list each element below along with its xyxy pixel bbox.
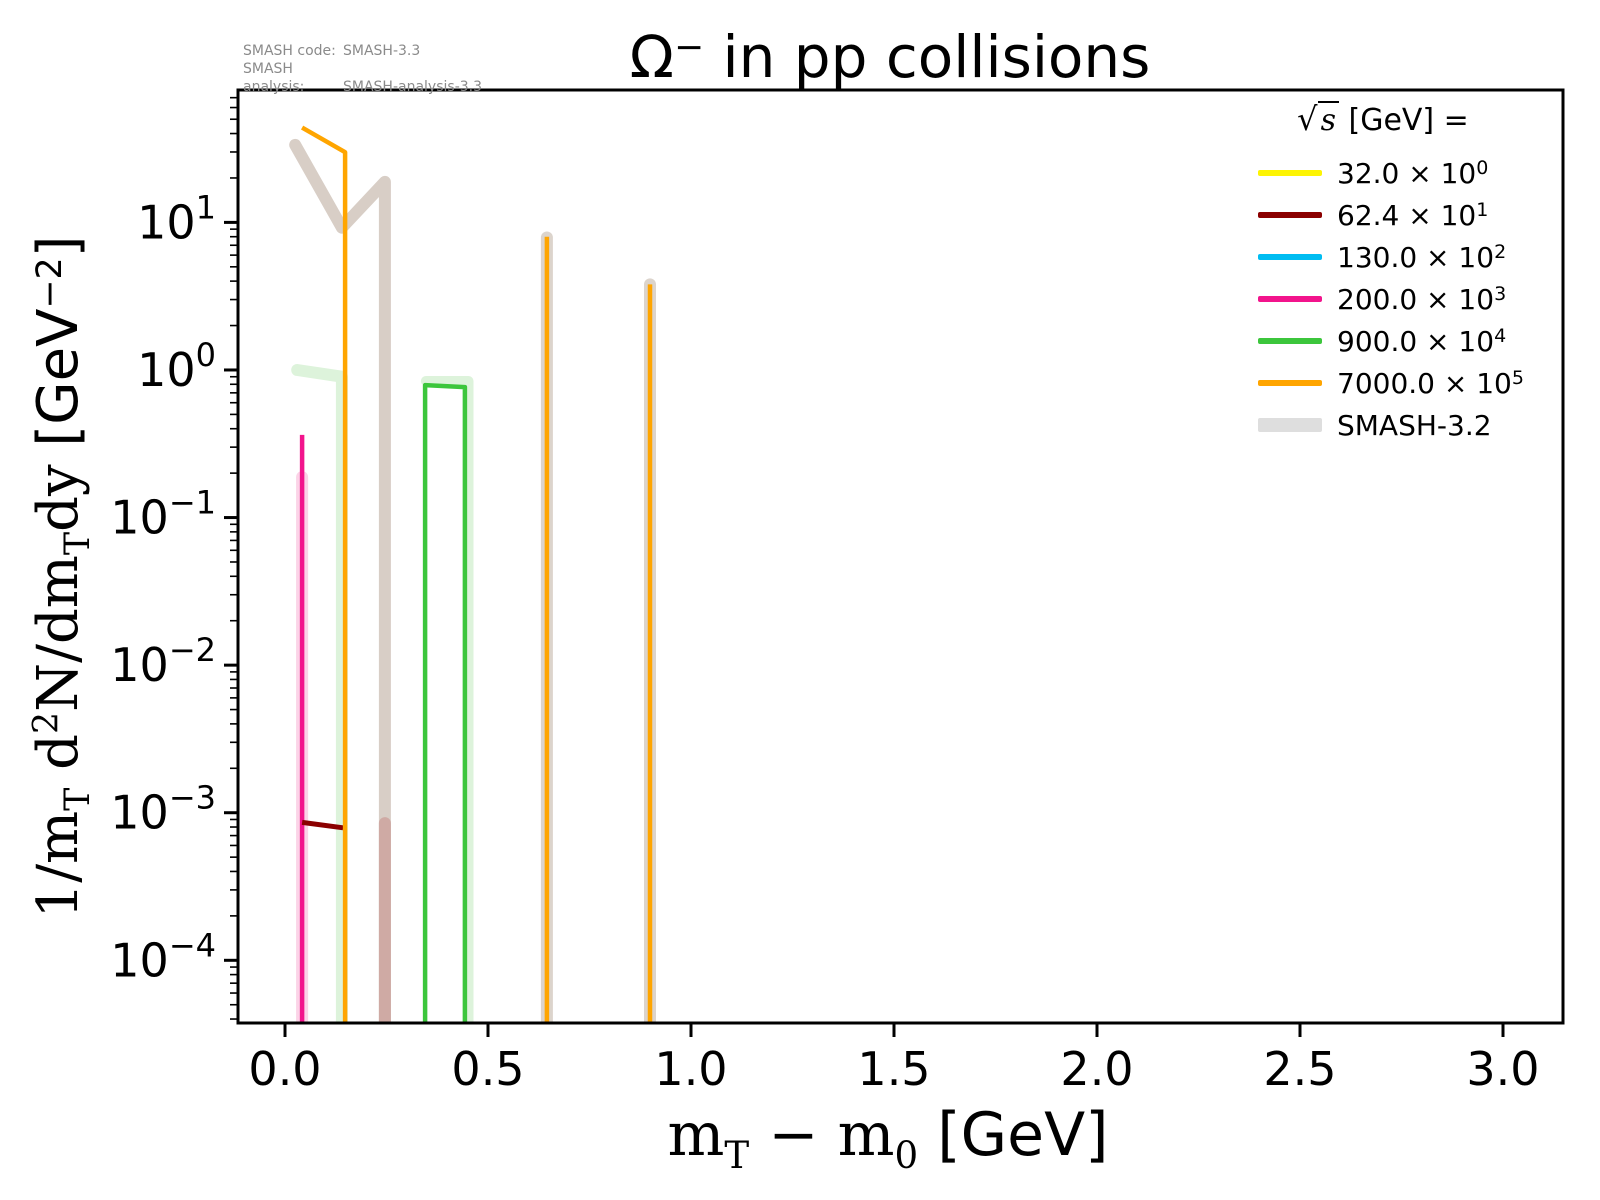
smash-code-label: SMASH code: <box>243 43 336 59</box>
y-tick-label: 101 <box>137 188 216 249</box>
y-tick-label: 10−3 <box>110 779 216 840</box>
series-sqrt-s-900-box <box>422 382 468 1023</box>
legend-swatch <box>1258 170 1322 176</box>
charge-superscript: − <box>673 27 705 68</box>
x-tick-label: 0.0 <box>248 1042 321 1096</box>
y-tick-label: 100 <box>137 336 216 397</box>
series-sqrt-s-62-segment <box>301 819 344 831</box>
legend-entry: 7000.0 × 105 <box>1258 362 1524 404</box>
legend: √ s [GeV] = 32.0 × 100 62.4 × 101 130.0 × 1… <box>1258 100 1524 446</box>
x-ticks: 0.0 0.5 1.0 1.5 2.0 2.5 3.0 <box>248 1023 1540 1096</box>
sqrt-argument: s <box>1317 101 1339 138</box>
legend-rows: 32.0 × 100 62.4 × 101 130.0 × 102 200.0 × 1… <box>1258 152 1524 446</box>
legend-entry: 200.0 × 103 <box>1258 278 1508 320</box>
y-tick-label: 10−2 <box>110 631 216 692</box>
legend-swatch <box>1258 418 1322 432</box>
legend-entry: 32.0 × 100 <box>1258 152 1508 194</box>
series-smash32-900-low-mt <box>291 364 348 1023</box>
x-tick-label: 2.5 <box>1263 1042 1336 1096</box>
x-tick-label: 3.0 <box>1466 1042 1539 1096</box>
y-tick-label: 10−4 <box>110 926 216 987</box>
legend-entry-label: 130.0 × 102 <box>1337 240 1507 274</box>
smash-code-line: SMASH code: SMASH-3.3 <box>243 42 482 60</box>
series-smash32-900-box <box>420 376 474 1023</box>
series-smash32-7000-low-mt <box>289 138 391 1023</box>
legend-entry: 130.0 × 102 <box>1258 236 1508 278</box>
legend-entry-label: 7000.0 × 105 <box>1337 366 1524 400</box>
smash-version-note: SMASH code: SMASH-3.3 SMASH analysis: SMAS… <box>243 42 482 96</box>
smash-analysis-label: SMASH analysis: <box>243 61 305 95</box>
legend-entry: 62.4 × 101 <box>1258 194 1508 236</box>
legend-heading-unit: [GeV] = <box>1338 103 1469 138</box>
series-sqrt-s-7000-low-mt <box>300 125 348 1023</box>
smash-analysis-line: SMASH analysis: SMASH-analysis-3.3 <box>243 60 482 96</box>
legend-entry-label: 32.0 × 100 <box>1337 156 1489 190</box>
legend-swatch <box>1258 380 1322 386</box>
y-tick-label: 10−1 <box>110 484 216 545</box>
chart-title: Ω− in pp collisions <box>629 23 1151 91</box>
legend-entry-label: 900.0 × 104 <box>1337 324 1507 358</box>
legend-swatch <box>1258 212 1322 218</box>
x-tick-label: 1.5 <box>857 1042 930 1096</box>
x-tick-label: 1.0 <box>654 1042 727 1096</box>
smash-analysis-value: SMASH-analysis-3.3 <box>343 79 483 95</box>
particle-symbol: Ω <box>629 23 674 91</box>
legend-entry-label: 62.4 × 101 <box>1337 198 1489 232</box>
x-tick-label: 2.0 <box>1060 1042 1133 1096</box>
legend-entry: SMASH-3.2 <box>1258 404 1508 446</box>
title-text: in pp collisions <box>704 23 1151 91</box>
series-group <box>289 125 656 1023</box>
x-axis-label: mT − m0 [GeV] <box>667 1100 1109 1177</box>
sqrt-radical: √ <box>1297 100 1318 138</box>
y-axis-label: 1/mT d2N/dmTdy [GeV−2] <box>25 235 99 919</box>
legend-heading: √ s [GeV] = <box>1258 100 1508 138</box>
smash-code-value: SMASH-3.3 <box>343 43 421 59</box>
legend-entry: 900.0 × 104 <box>1258 320 1508 362</box>
legend-swatch <box>1258 338 1322 344</box>
axes-spines <box>236 88 1565 1025</box>
legend-entry-label: 200.0 × 103 <box>1337 282 1507 316</box>
legend-swatch <box>1258 254 1322 260</box>
y-ticks: 101 100 10−1 10−2 10−3 10−4 <box>110 188 238 987</box>
x-tick-label: 0.5 <box>451 1042 524 1096</box>
legend-entry-label: SMASH-3.2 <box>1337 408 1492 442</box>
legend-swatch <box>1258 296 1322 302</box>
y-minor-ticks <box>230 96 238 1020</box>
